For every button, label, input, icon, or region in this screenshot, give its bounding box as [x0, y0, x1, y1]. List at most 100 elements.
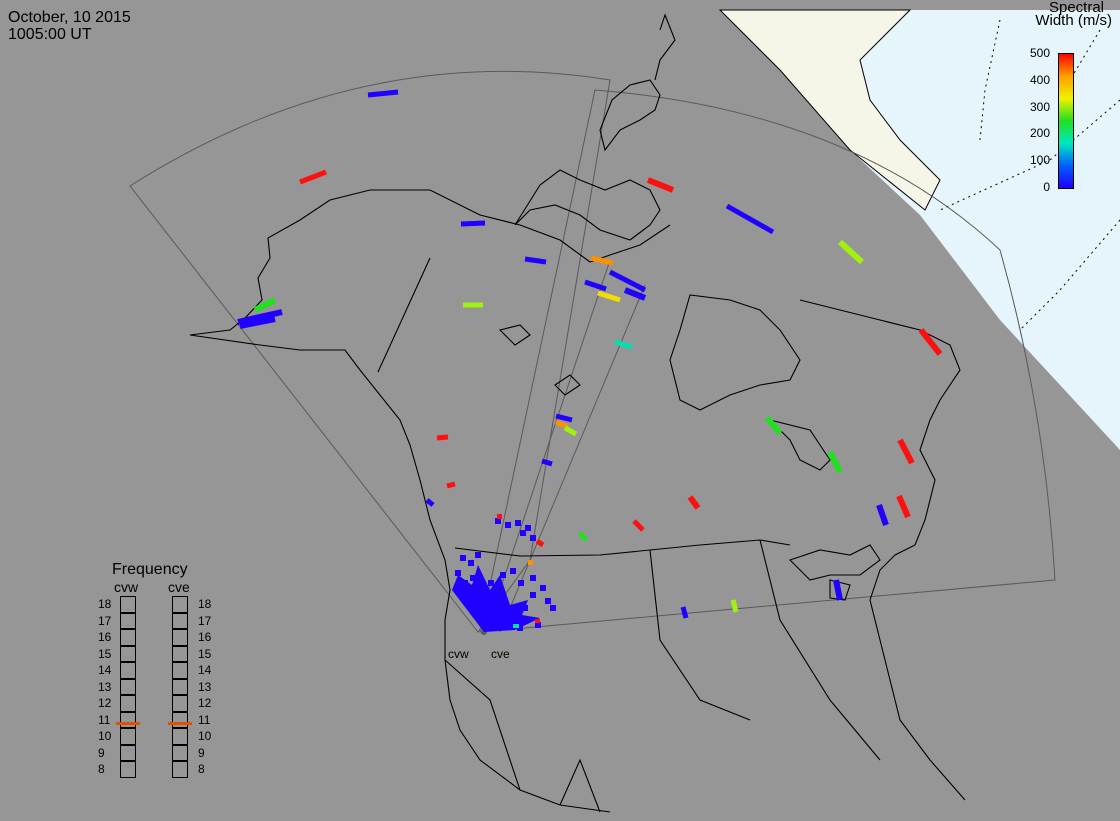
echo-segment: [541, 458, 553, 467]
echo-cell: [535, 619, 540, 623]
echo-segment: [833, 579, 843, 601]
echo-cell: [540, 585, 546, 591]
site-label-cvw: cvw: [448, 647, 469, 661]
frequency-title: Frequency: [112, 561, 188, 578]
echo-segment: [425, 498, 435, 507]
echo-segment: [590, 255, 614, 266]
colorbar-bar: [1058, 53, 1074, 189]
fov-outlines: [129, 70, 1056, 633]
cvw-fov-outline: [129, 70, 611, 633]
greenland-land-region: [718, 9, 941, 211]
frequency-level-label: 12: [98, 696, 112, 710]
colorbar-tick-label: 0: [1043, 180, 1050, 194]
echo-segment: [555, 419, 569, 430]
echo-cell: [510, 568, 516, 574]
echo-cell: [520, 530, 526, 536]
frequency-cell: [120, 695, 136, 712]
echo-cell: [517, 625, 523, 631]
frequency-level-label: 17: [198, 613, 212, 628]
frequency-level-label: 9: [198, 745, 205, 760]
echo-cell: [525, 525, 531, 531]
frequency-cell: [172, 629, 188, 646]
frequency-cell: [172, 728, 188, 745]
echo-segment: [837, 239, 865, 265]
echo-segment: [436, 434, 449, 441]
echo-segment: [897, 438, 915, 465]
frequency-radar-left-label: cvw: [114, 579, 139, 595]
echo-cell: [495, 518, 501, 524]
frequency-level-label: 12: [198, 696, 212, 710]
echo-cell: [500, 572, 506, 578]
frequency-cell: [172, 596, 188, 613]
echo-segment: [578, 531, 588, 542]
frequency-level-label: 16: [98, 630, 112, 644]
echo-segment: [632, 519, 645, 532]
frequency-marker-cvw: [116, 722, 140, 726]
frequency-cell: [120, 596, 136, 613]
echo-segment: [239, 316, 276, 329]
frequency-level-label: 18: [98, 597, 112, 611]
frequency-cell: [120, 662, 136, 679]
frequency-cell: [120, 744, 136, 761]
frequency-level-label: 8: [198, 762, 205, 776]
frequency-level-label: 16: [198, 630, 212, 644]
frequency-cell: [120, 629, 136, 646]
echo-segment: [608, 269, 647, 293]
echo-cell: [528, 560, 533, 565]
echo-cell: [518, 580, 524, 586]
cve-fov-outline: [479, 89, 1056, 633]
frequency-level-label: 17: [98, 613, 112, 628]
echo-segment: [299, 169, 327, 185]
echo-segment: [680, 606, 689, 619]
echo-cell: [530, 535, 536, 541]
echo-segment: [237, 309, 283, 325]
echo-segment: [614, 339, 633, 350]
polar-sea-region: [720, 10, 1120, 450]
echo-segment: [918, 328, 943, 356]
echo-segment: [896, 494, 911, 519]
frequency-cell: [172, 761, 188, 778]
frequency-level-label: 10: [198, 729, 212, 743]
echo-segment: [446, 481, 456, 489]
frequency-level-label: 11: [98, 712, 111, 727]
colorbar-tick-label: 100: [1029, 153, 1050, 168]
echo-segment: [563, 425, 578, 437]
echo-cell: [512, 612, 518, 618]
echo-segment: [687, 495, 701, 510]
grid-lines: [939, 19, 1120, 331]
time-label: 1005:00 UT: [8, 26, 92, 43]
frequency-level-label: 8: [98, 762, 105, 776]
frequency-level-label: 14: [98, 663, 112, 677]
echo-segment: [597, 290, 621, 303]
echo-cell: [468, 560, 474, 566]
echo-segment: [367, 89, 399, 98]
echo-segment: [253, 297, 277, 313]
echo-segment: [764, 416, 783, 435]
echo-cell: [535, 622, 541, 628]
colorbar-tick-label: 200: [1029, 126, 1050, 141]
frequency-marker-cve: [168, 722, 192, 726]
frequency-level-label: 11: [198, 712, 211, 727]
frequency-cell: [120, 678, 136, 695]
echo-cell: [550, 605, 556, 611]
frequency-cell: [120, 645, 136, 662]
echo-cell: [505, 522, 511, 528]
echo-fan-cluster: [452, 565, 540, 632]
echo-cell: [545, 598, 551, 604]
frequency-cell: [120, 761, 136, 778]
echo-segment: [646, 177, 675, 193]
echo-segment: [623, 287, 647, 301]
frequency-cell: [172, 678, 188, 695]
echo-segment: [730, 599, 739, 613]
echo-segment: [584, 279, 607, 292]
echo-cell: [455, 570, 461, 576]
frequency-cell: [172, 695, 188, 712]
echo-cell: [515, 520, 521, 526]
echo-cell: [462, 580, 468, 586]
echo-segment: [725, 203, 775, 235]
frequency-cell: [120, 728, 136, 745]
frequency-cell: [172, 645, 188, 662]
